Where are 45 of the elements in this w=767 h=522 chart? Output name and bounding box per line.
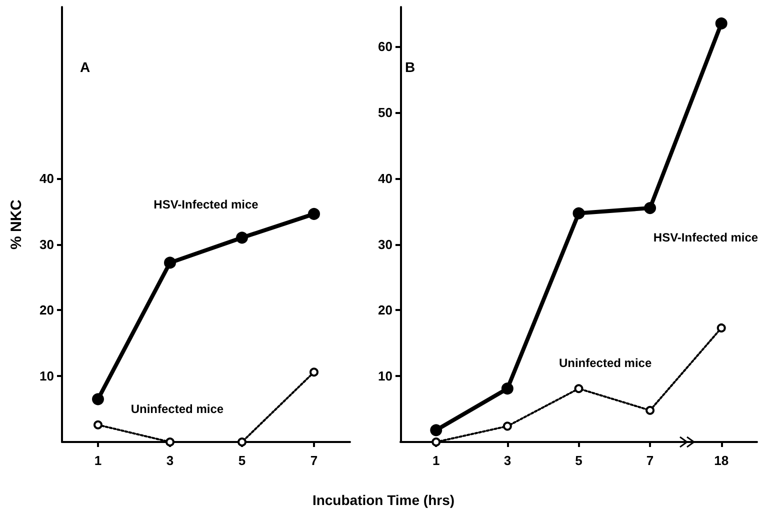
point [574, 384, 584, 394]
point [310, 368, 318, 377]
point [92, 393, 104, 406]
point [715, 17, 728, 30]
point [646, 406, 655, 415]
x-tick-label: 7 [310, 453, 318, 468]
point [432, 438, 441, 446]
y-axis-title: % NKC [8, 199, 25, 250]
point [308, 208, 320, 220]
y-tick-label: 40 [378, 170, 392, 186]
y-tick-label: 60 [378, 39, 392, 54]
x-tick-label: 18 [714, 453, 729, 468]
point [94, 420, 102, 430]
point [644, 202, 656, 214]
x-axis-title: Incubation Time (hrs) [311, 492, 456, 508]
series-label: HSV-Infected mice [154, 198, 259, 212]
x-tick-label: 5 [238, 453, 246, 468]
series-label: Uninfected mice [130, 402, 224, 416]
y-tick-label: 10 [40, 368, 54, 384]
y-tick-label: 30 [378, 236, 392, 252]
point [166, 438, 174, 446]
y-tick-label: 20 [378, 302, 392, 318]
x-tick-label: 1 [94, 453, 102, 468]
point [502, 422, 512, 431]
x-tick-label: 3 [166, 453, 174, 468]
y-tick-label: 10 [378, 368, 392, 384]
point [501, 382, 514, 395]
point [238, 438, 246, 446]
annotation: A [80, 59, 90, 75]
y-tick-label: 20 [40, 302, 54, 318]
y-tick-label: 40 [40, 170, 54, 186]
series-label: Uninfected mice [558, 356, 652, 370]
y-tick-label: 50 [378, 104, 392, 120]
x-tick-label: 1 [432, 453, 440, 468]
series-label: HSV-Infected mice [653, 230, 758, 245]
x-tick-label: 7 [646, 453, 654, 468]
point [430, 424, 442, 436]
point [572, 207, 585, 220]
annotation: B [405, 59, 416, 75]
x-tick-label: 3 [504, 453, 512, 468]
y-tick-label: 30 [40, 236, 54, 252]
point [716, 323, 726, 332]
x-tick-label: 5 [575, 453, 582, 468]
point [236, 232, 248, 244]
point [164, 256, 176, 269]
